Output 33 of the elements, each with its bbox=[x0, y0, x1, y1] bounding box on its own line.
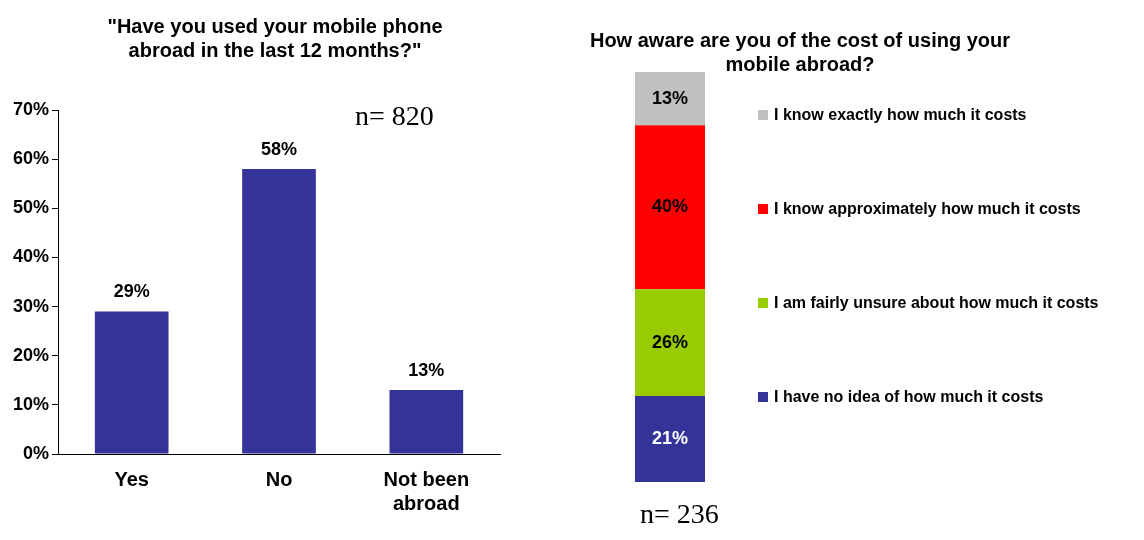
legend-label: I know exactly how much it costs bbox=[774, 106, 1027, 123]
x-tick-label: Not been abroad bbox=[383, 467, 470, 514]
bar bbox=[94, 311, 169, 454]
y-tick-label: 10% bbox=[13, 393, 50, 414]
legend-label: I am fairly unsure about how much it costs bbox=[774, 294, 1099, 311]
bar bbox=[635, 72, 705, 126]
legend-label: I know approximately how much it costs bbox=[774, 200, 1081, 217]
y-tick-label: 50% bbox=[13, 197, 50, 218]
chart-title: "Have you used your mobile phone abroad in the last 12 months?" bbox=[106, 14, 444, 62]
data-label: 58% bbox=[261, 138, 298, 159]
x-tick-label: No bbox=[265, 467, 293, 490]
y-tick-label: 60% bbox=[13, 148, 50, 169]
data-label: 21% bbox=[651, 427, 689, 448]
annotation: n= 820 bbox=[355, 100, 434, 132]
y-tick-label: 20% bbox=[13, 344, 50, 365]
data-label: 13% bbox=[651, 87, 689, 108]
bar bbox=[635, 125, 705, 290]
bar bbox=[635, 395, 705, 482]
y-tick-label: 70% bbox=[13, 98, 50, 119]
x-tick-label: Yes bbox=[114, 467, 149, 490]
data-label: 40% bbox=[651, 196, 689, 217]
text: n= 236 bbox=[640, 498, 719, 530]
bar bbox=[242, 168, 316, 454]
y-tick-label: 40% bbox=[13, 246, 50, 267]
legend-label: I have no idea of how much it costs bbox=[774, 388, 1044, 405]
bar bbox=[389, 390, 464, 454]
y-tick-label: 30% bbox=[13, 295, 50, 316]
data-label: 13% bbox=[408, 360, 445, 381]
data-label: 26% bbox=[651, 331, 689, 352]
bar bbox=[635, 289, 705, 396]
y-tick-label: 0% bbox=[23, 442, 50, 463]
data-label: 29% bbox=[113, 281, 150, 302]
text: How aware are you of the cost of using your mobile abroad? bbox=[588, 28, 1012, 76]
